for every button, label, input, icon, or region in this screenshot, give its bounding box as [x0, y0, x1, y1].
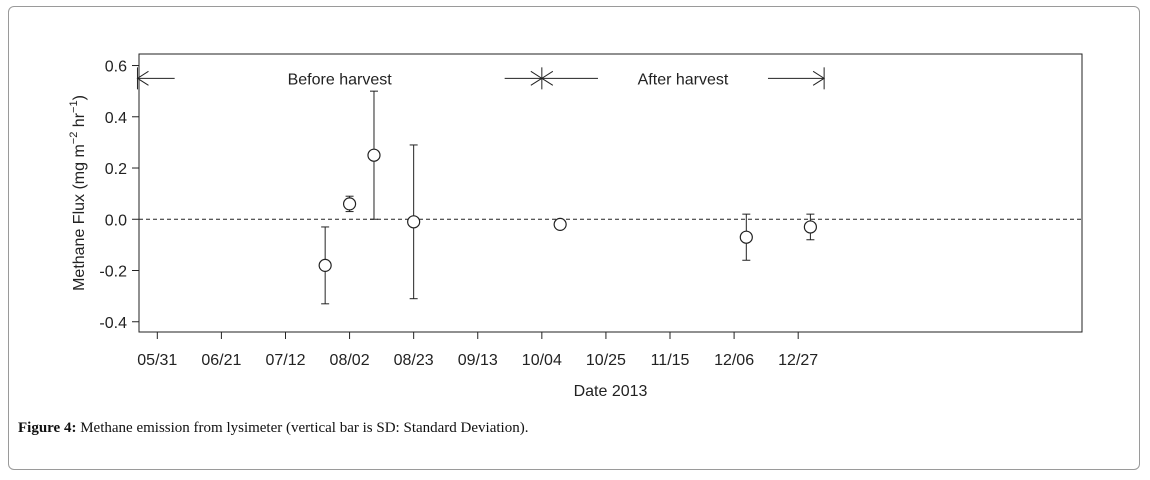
x-tick-label: 09/13	[458, 352, 498, 369]
data-point	[367, 148, 381, 162]
data-point	[553, 217, 567, 231]
y-tick-label: 0.6	[105, 59, 127, 76]
x-tick-label: 05/31	[137, 352, 177, 369]
y-tick-label: 0.4	[105, 110, 127, 127]
x-axis-label: Date 2013	[574, 383, 648, 400]
x-tick-label: 12/27	[778, 352, 818, 369]
y-tick-label: 0.0	[105, 212, 127, 229]
data-point	[318, 258, 332, 272]
methane-flux-chart: -0.4 -0.2 0.0 0.2 0.4 0.6 05/31 06/21 07/12 08/0…	[68, 53, 1083, 400]
y-tick-label: -0.4	[99, 315, 127, 332]
data-point	[739, 230, 753, 244]
after-harvest-label: After harvest	[638, 71, 729, 88]
plot-area-border	[138, 53, 1083, 333]
caption-label: Figure 4:	[18, 420, 77, 436]
before-harvest-label: Before harvest	[288, 71, 393, 88]
before-arrow-head-left	[136, 70, 149, 86]
x-tick-label: 10/25	[586, 352, 626, 369]
caption-text: Methane emission from lysimeter (vertica…	[76, 420, 529, 436]
figure-frame	[8, 6, 1140, 470]
y-tick-label: -0.2	[99, 264, 127, 281]
x-tick-label: 11/15	[651, 352, 690, 369]
y-axis-label: Methane Flux (mg m−2 hr−1)	[68, 95, 88, 291]
x-tick-label: 10/04	[522, 352, 562, 369]
x-tick-label: 08/23	[394, 352, 434, 369]
data-point	[803, 220, 817, 234]
x-tick-label: 07/12	[265, 352, 305, 369]
data-point	[342, 197, 357, 211]
figure-caption: Figure 4: Methane emission from lysimete…	[18, 420, 528, 437]
x-tick-label: 06/21	[201, 352, 241, 369]
y-tick-label: 0.2	[105, 161, 127, 178]
x-tick-label: 12/06	[714, 352, 754, 369]
x-tick-label: 08/02	[330, 352, 370, 369]
data-point	[407, 215, 421, 229]
